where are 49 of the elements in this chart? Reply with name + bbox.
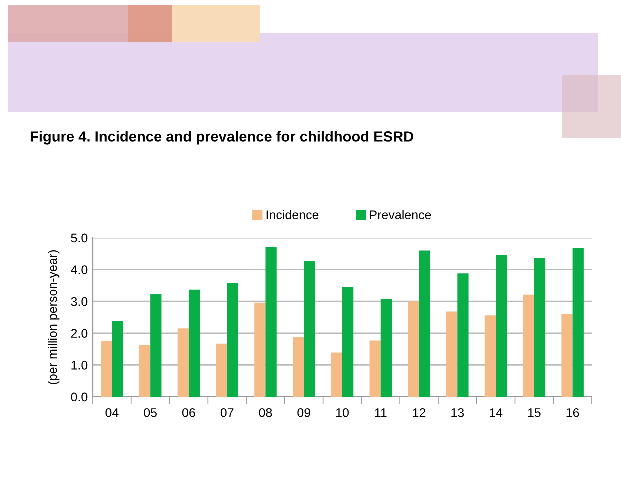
bar	[572, 248, 584, 397]
bar	[292, 337, 304, 397]
bar	[408, 302, 420, 397]
x-tick-label: 16	[566, 408, 580, 418]
bar	[112, 321, 124, 397]
x-tick-label: 15	[528, 408, 541, 418]
x-tick-label: 09	[298, 408, 310, 418]
bar	[496, 255, 508, 397]
bar	[523, 294, 534, 397]
bar	[534, 258, 546, 397]
bar	[178, 328, 189, 397]
bar	[139, 345, 151, 397]
bar	[227, 283, 238, 397]
x-tick-label: 14	[490, 408, 503, 418]
x-tick-label: 05	[144, 408, 158, 418]
bar	[266, 247, 277, 397]
bar	[562, 314, 573, 397]
bar	[304, 261, 316, 397]
y-tick-label: 5.0	[71, 234, 88, 243]
x-tick-label: 04	[106, 408, 119, 418]
y-axis-title: (per million person-year)	[48, 250, 60, 384]
bar	[150, 294, 162, 397]
bar	[370, 340, 381, 397]
legend-label: Incidence	[266, 210, 319, 220]
y-tick-label: 1.0	[72, 361, 88, 370]
bar	[188, 290, 200, 397]
x-tick-label: 13	[452, 408, 464, 418]
bar	[380, 299, 392, 397]
bar	[216, 344, 228, 397]
chart-title: Figure 4. Incidence and prevalence for childhood ESRD	[30, 131, 414, 145]
bar	[331, 352, 342, 397]
bar	[101, 341, 112, 397]
y-tick-label: 2.0	[71, 329, 88, 338]
bar	[446, 312, 458, 397]
y-tick-label: 4.0	[71, 266, 88, 274]
legend-label: Prevalence	[370, 210, 432, 220]
bar	[254, 302, 266, 397]
x-tick-label: 10	[336, 408, 349, 418]
x-tick-label: 11	[375, 408, 387, 418]
bar	[419, 250, 430, 397]
y-tick-label: 3.0	[71, 297, 88, 306]
bar	[342, 286, 354, 397]
x-tick-label: 06	[182, 408, 196, 418]
y-tick-label: 0.0	[71, 392, 88, 402]
x-tick-label: 08	[259, 408, 272, 418]
bar	[484, 316, 496, 397]
bar	[458, 274, 469, 397]
x-tick-label: 07	[220, 408, 234, 418]
x-tick-label: 12	[413, 408, 426, 418]
